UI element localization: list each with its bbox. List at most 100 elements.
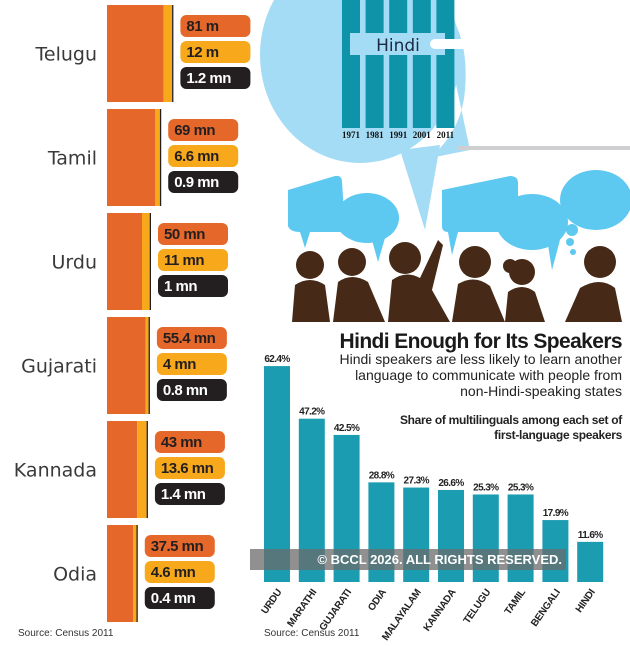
left-source: Source: Census 2011 <box>18 628 114 639</box>
subtitle-line-2: language to communicate with people from <box>355 367 622 383</box>
people-silhouettes-icon <box>292 240 622 322</box>
value-label: 1 mn <box>164 278 197 295</box>
bar-value-label: 28.8% <box>369 470 395 481</box>
year-label: 2001 <box>413 130 432 140</box>
value-label: 6.6 mn <box>174 148 219 165</box>
watermark-bar <box>250 549 566 570</box>
hindi-year-bar <box>412 0 431 128</box>
value-pill <box>168 145 239 167</box>
value-label: 0.4 mn <box>151 590 196 607</box>
bar-segment <box>142 213 150 310</box>
language-label: Telugu <box>35 44 98 66</box>
hindi-year-bar <box>436 0 455 128</box>
bar-segment <box>137 421 147 518</box>
right-source: Source: Census 2011 <box>264 628 360 639</box>
value-label: 43 mn <box>161 434 202 451</box>
bar-segment <box>172 5 174 102</box>
left-language-chart: Telugu 81 m 12 m 1.2 mn Tamil 69 mn 6.6 mn 0.9 … <box>14 5 251 622</box>
value-pill <box>156 327 227 349</box>
value-label: 11 mn <box>164 252 204 269</box>
bar-value-label: 42.5% <box>334 423 360 434</box>
bar-segment <box>107 109 156 206</box>
value-pill <box>158 275 228 297</box>
value-pill <box>154 457 225 479</box>
category-label: ODIA <box>366 587 389 613</box>
bar-value-label: 25.3% <box>508 482 534 493</box>
hindi-trend-bars: 1971 1981 1991 2001 2011 <box>342 0 455 140</box>
bar-value-label: 26.6% <box>438 478 464 489</box>
category-label: GUJARATI <box>318 587 355 633</box>
value-label: 69 mn <box>174 122 215 139</box>
subtitle-line-3: non-Hindi-speaking states <box>460 383 622 399</box>
value-label: 12 m <box>186 44 218 61</box>
value-pill <box>154 483 225 505</box>
bar-segment <box>155 109 160 206</box>
note-line-1: Share of multilinguals among each set of <box>400 413 623 427</box>
bar-segment <box>133 525 137 622</box>
bar-value-label: 47.2% <box>299 407 325 418</box>
value-label: 1.2 mn <box>186 70 231 87</box>
value-label: 50 mn <box>164 226 205 243</box>
value-pill <box>168 119 239 141</box>
value-pill <box>156 379 227 401</box>
bar-value-label: 62.4% <box>264 354 290 365</box>
bar-segment <box>136 525 138 622</box>
bar-segment <box>145 317 149 414</box>
subtitle-line-1: Hindi speakers are less likely to learn … <box>340 351 623 367</box>
bar-segment <box>159 109 162 206</box>
bar-value-label: 11.6% <box>578 530 604 541</box>
bar-segment <box>146 421 148 518</box>
category-label: HINDI <box>574 587 598 615</box>
value-label: 55.4 mn <box>163 330 216 347</box>
value-pill <box>154 431 225 453</box>
speech-bubbles <box>288 170 630 270</box>
category-label: TELUGU <box>462 587 494 626</box>
bar-value-label: 27.3% <box>404 476 430 487</box>
value-pill <box>158 223 228 245</box>
value-label: 13.6 mn <box>161 460 214 477</box>
value-pill <box>180 41 251 63</box>
bar <box>264 366 290 582</box>
year-label: 1981 <box>366 130 385 140</box>
hindi-year-bar <box>342 0 360 128</box>
hindi-year-bar <box>365 0 384 128</box>
value-pill <box>158 249 228 271</box>
bar-segment <box>163 5 173 102</box>
value-label: 1.4 mn <box>161 486 206 503</box>
language-label: Kannada <box>14 460 97 482</box>
bar-segment <box>148 317 150 414</box>
value-label: 81 m <box>186 18 218 35</box>
label-connector <box>430 39 470 49</box>
value-pill <box>144 561 215 583</box>
value-pill <box>180 15 251 37</box>
note-line-2: first-language speakers <box>494 428 622 442</box>
value-label: 0.8 mn <box>163 382 208 399</box>
value-pill <box>180 67 251 89</box>
chart-title: Hindi Enough for Its Speakers <box>340 330 622 353</box>
language-label: Gujarati <box>21 356 97 378</box>
watermark: © BCCL 2026. ALL RIGHTS RESERVED. <box>317 552 562 567</box>
language-label: Urdu <box>52 252 98 274</box>
year-label: 1971 <box>342 130 361 140</box>
bar-segment <box>107 213 142 310</box>
year-label: 2011 <box>437 130 455 140</box>
year-label: 1991 <box>389 130 408 140</box>
value-label: 0.9 mn <box>174 174 219 191</box>
bar-segment <box>149 213 151 310</box>
language-label: Odia <box>53 564 97 586</box>
category-label: KANNADA <box>422 587 459 633</box>
bar-value-label: 25.3% <box>473 482 499 493</box>
bar-value-label: 17.9% <box>543 508 569 519</box>
hindi-label-box <box>350 33 445 55</box>
language-label: Tamil <box>47 148 97 170</box>
category-label: TAMIL <box>503 587 528 617</box>
hindi-year-bar <box>389 0 408 128</box>
bar-segment <box>107 317 146 414</box>
category-label: BENGALI <box>529 587 563 629</box>
divider <box>458 146 630 150</box>
category-label: MARATHI <box>285 587 319 629</box>
value-pill <box>144 587 215 609</box>
value-label: 37.5 mn <box>151 538 204 555</box>
value-pill <box>168 171 239 193</box>
